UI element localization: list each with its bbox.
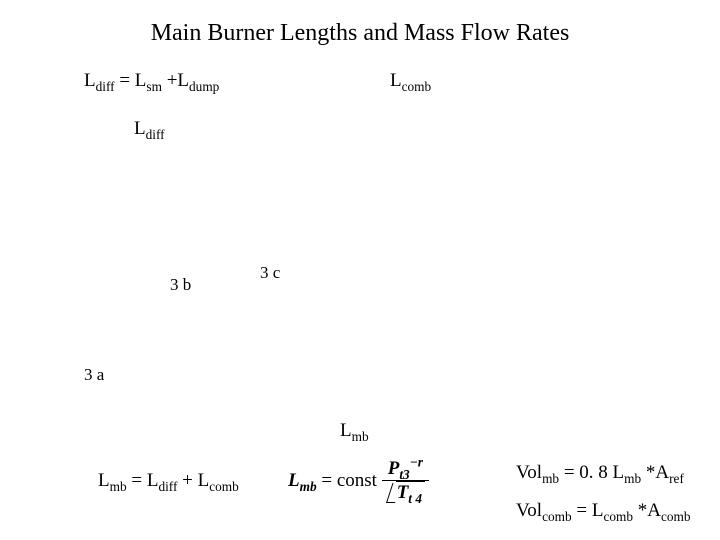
text: Volmb = 0. 8 Lmb *Aref [516,462,684,483]
equation-lmb-sum: Lmb = Ldiff + Lcomb [98,470,239,492]
label-ldiff: Ldiff [134,118,165,140]
text: 3 b [170,275,191,294]
numerator: Pt3−r [382,458,429,481]
label-lcomb: Lcomb [390,70,431,92]
equation-volmb: Volmb = 0. 8 Lmb *Aref [516,462,684,484]
text: Lmb [340,420,369,441]
text: Lmb = Ldiff + Lcomb [98,470,239,491]
page: Main Burner Lengths and Mass Flow Rates … [0,0,720,540]
text: 3 a [84,365,104,384]
text: 3 c [260,263,280,282]
text: Ldiff [134,118,165,139]
text: Ldiff = Lsm +Ldump [84,70,219,91]
sqrt: Tt 4 [386,481,425,504]
text: Lcomb [390,70,431,91]
equation-ldiff-def: Ldiff = Lsm +Ldump [84,70,219,92]
denominator: Tt 4 [382,481,429,504]
equation-lmb-const: Lmb = const Pt3−r Tt 4 [288,458,429,504]
text: Lmb = const [288,470,382,491]
fraction: Pt3−r Tt 4 [382,458,429,504]
page-title: Main Burner Lengths and Mass Flow Rates [0,20,720,47]
equation-volcomb: Volcomb = Lcomb *Acomb [516,500,691,522]
label-3b: 3 b [170,275,191,295]
label-3a: 3 a [84,365,104,385]
label-3c: 3 c [260,263,280,283]
text: Volcomb = Lcomb *Acomb [516,500,691,521]
label-lmb: Lmb [340,420,369,442]
